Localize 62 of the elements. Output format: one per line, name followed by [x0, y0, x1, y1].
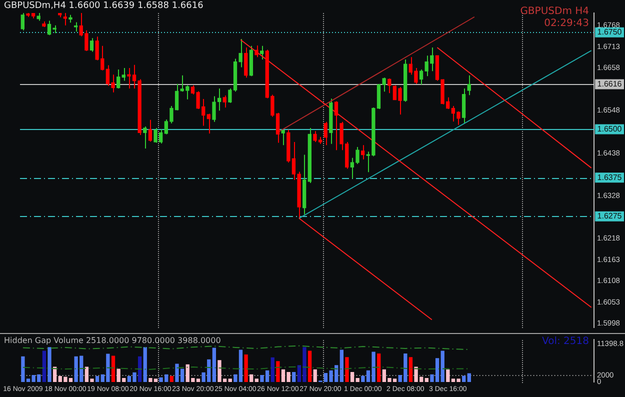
- annotation: Vol: 2518: [542, 336, 589, 348]
- candlestick: [206, 113, 211, 134]
- bar: [345, 357, 349, 382]
- bar: [292, 372, 296, 382]
- bar: [356, 378, 360, 382]
- bar: [440, 350, 444, 382]
- bar: [308, 350, 312, 382]
- bar: [350, 372, 354, 382]
- candlestick: [388, 78, 392, 94]
- bar: [170, 376, 174, 382]
- candlestick: [217, 88, 222, 112]
- candlestick: [143, 126, 147, 150]
- annotation: 02:29:43: [543, 18, 589, 30]
- chart-title: GBPUSDm,H4 1.6600 1.6639 1.6588 1.6616: [4, 1, 204, 11]
- ref-line-label: 1.6375: [597, 172, 622, 182]
- bar: [42, 350, 46, 382]
- bar: [462, 376, 466, 382]
- bar: [254, 378, 259, 382]
- candlestick: [244, 46, 248, 78]
- bar: [467, 373, 471, 382]
- candlestick: [63, 13, 68, 26]
- chart-title: Hidden Gap Volume 2518.0000 9780.0000 3988.0000: [4, 336, 221, 345]
- bar: [313, 369, 317, 382]
- candlestick: [334, 100, 338, 151]
- annotation: GBPUSDm H4: [520, 6, 589, 18]
- bar: [143, 347, 147, 382]
- candlestick: [360, 144, 365, 160]
- ref-line-label: 1.6500: [597, 124, 622, 134]
- bar: [446, 369, 450, 382]
- candlestick: [74, 22, 78, 32]
- bar: [138, 356, 142, 382]
- bar: [212, 348, 216, 382]
- bar: [228, 378, 232, 382]
- bar: [95, 376, 100, 382]
- candlestick: [254, 45, 258, 58]
- candlestick: [212, 96, 216, 122]
- ref-line-label: 1.6275: [597, 212, 622, 221]
- candlestick: [419, 69, 424, 86]
- bar: [244, 354, 248, 382]
- ref-line-label: 1.6750: [597, 28, 622, 37]
- bar: [377, 353, 381, 382]
- candlestick: [116, 69, 120, 90]
- candlestick: [90, 38, 94, 52]
- candlestick: [260, 45, 264, 60]
- bar: [48, 347, 52, 382]
- bar: [270, 357, 274, 382]
- bar: [111, 356, 116, 382]
- candlestick: [222, 95, 226, 108]
- bar: [340, 350, 344, 382]
- candlestick: [281, 129, 285, 146]
- bar: [250, 374, 254, 382]
- candlestick: [148, 119, 152, 142]
- candlestick: [20, 13, 24, 31]
- candlestick: [467, 74, 471, 96]
- bar: [408, 357, 413, 382]
- bar: [276, 361, 280, 382]
- ref-line-label: 1.6616: [597, 79, 622, 88]
- bar: [52, 366, 57, 382]
- candlestick: [122, 68, 126, 82]
- candlestick: [462, 88, 466, 124]
- candlestick: [324, 121, 328, 146]
- bar: [424, 378, 428, 382]
